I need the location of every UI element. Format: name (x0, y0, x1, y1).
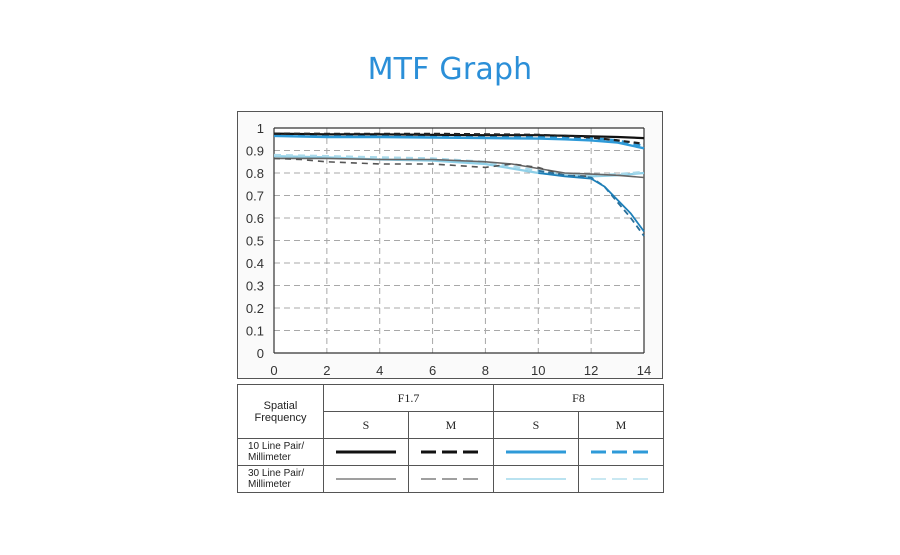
legend-sample-f17-30-s (323, 465, 409, 493)
aperture-f8-header: F8 (493, 384, 664, 412)
y-tick-label: 0.7 (246, 189, 264, 204)
y-tick-label: 0.8 (246, 166, 264, 181)
legend-sample-f8-10-m (578, 438, 664, 466)
series-line-f8_30_m_drop (538, 169, 645, 237)
y-tick-label: 0 (257, 346, 264, 361)
series-line-f17_10_m (273, 132, 645, 145)
chart-frame: 0 0.1 0.2 0.3 0.4 0.5 0.6 0.7 0.8 0.9 1 0 2 4 6 8 10 12 14 (237, 111, 663, 379)
x-tick-label: 4 (376, 363, 383, 378)
axis-layer (273, 127, 645, 354)
x-tick-label: 14 (637, 363, 651, 378)
series-line-f8_30_s_drop (538, 172, 645, 233)
legend-sample-f17-30-m (408, 465, 494, 493)
frequency-label: Frequency (254, 411, 307, 424)
mtf-chart: 00.10.20.30.40.50.60.70.80.910 2 4 6 8 10 12 14 (246, 121, 651, 378)
y-tick-label: 0.5 (246, 234, 264, 249)
x-tick-label: 12 (584, 363, 598, 378)
series-layer (273, 132, 645, 237)
series-line-f8_10_s (273, 134, 645, 150)
grid-layer (274, 127, 644, 353)
legend-sample-f8-30-m (578, 465, 664, 493)
f8-meridional-header: M (578, 411, 664, 439)
y-tick-label: 0.2 (246, 301, 264, 316)
x-tick-label: 0 (270, 363, 277, 378)
legend-sample-f17-10-m (408, 438, 494, 466)
tick-layer: 00.10.20.30.40.50.60.70.80.910 2 4 6 8 10 12 14 (246, 121, 651, 378)
spatial-frequency-header: Spatial Frequency (237, 384, 324, 439)
y-tick-label: 0.3 (246, 279, 264, 294)
y-tick-label: 0.4 (246, 256, 264, 271)
legend-sample-f8-10-s (493, 438, 579, 466)
f8-sagittal-header: S (493, 411, 579, 439)
x-tick-label: 10 (531, 363, 545, 378)
f17-meridional-header: M (408, 411, 494, 439)
row-label-30lp-line1: 30 Line Pair/ (248, 468, 305, 479)
y-tick-label: 0.1 (246, 324, 264, 339)
y-tick-label: 1 (257, 121, 264, 136)
row-label-30lp: 30 Line Pair/ Millimeter (237, 465, 324, 493)
legend-sample-f17-10-s (323, 438, 409, 466)
y-tick-label: 0.6 (246, 211, 264, 226)
f17-sagittal-header: S (323, 411, 409, 439)
x-tick-label: 6 (429, 363, 436, 378)
x-tick-label: 2 (323, 363, 330, 378)
series-line-f17_30_s (274, 157, 645, 179)
series-line-f17_30_m (273, 157, 592, 178)
row-label-30lp-line2: Millimeter (248, 479, 291, 490)
row-label-10lp-line2: Millimeter (248, 452, 291, 463)
chart-title: MTF Graph (367, 52, 533, 87)
aperture-f17-header: F1.7 (323, 384, 494, 412)
series-line-f17_10_s (273, 132, 645, 140)
y-tick-label: 0.9 (246, 144, 264, 159)
legend-table: Spatial Frequency F1.7 F8 S M S M 10 Lin… (237, 384, 664, 493)
legend-sample-f8-30-s (493, 465, 579, 493)
spatial-label: Spatial (263, 399, 298, 412)
row-label-10lp: 10 Line Pair/ Millimeter (237, 438, 324, 466)
row-label-10lp-line1: 10 Line Pair/ (248, 441, 305, 452)
x-tick-label: 8 (482, 363, 489, 378)
